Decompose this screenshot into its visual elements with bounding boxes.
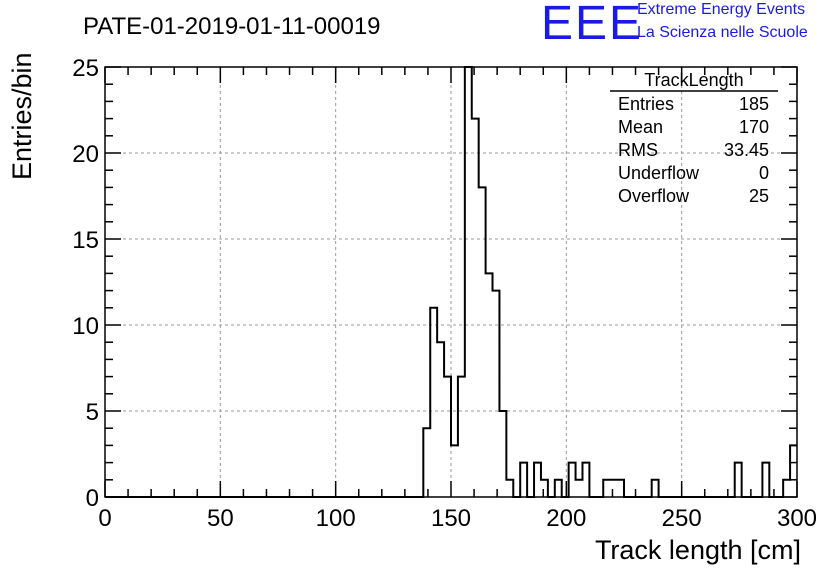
y-tick-label: 5 (86, 399, 99, 426)
y-tick-label: 15 (72, 227, 99, 254)
histogram-bin (520, 463, 527, 497)
histogram-bin (576, 480, 583, 497)
histogram-bin (493, 291, 500, 497)
histogram-bin (762, 463, 769, 497)
histogram-bin (790, 445, 797, 497)
stats-label: Underflow (618, 163, 700, 183)
chart-title: PATE-01-2019-01-11-00019 (83, 13, 381, 40)
stats-label: Overflow (618, 186, 690, 206)
x-tick-label: 50 (207, 505, 234, 532)
stats-value: 0 (759, 163, 769, 183)
axis-ticks (104, 66, 798, 498)
histogram-bin (541, 480, 548, 497)
stats-value: 170 (739, 117, 769, 137)
histogram-bin (451, 445, 458, 497)
y-tick-label: 10 (72, 313, 99, 340)
x-tick-label: 0 (98, 505, 111, 532)
histogram-bin (499, 411, 506, 497)
histogram-bin (506, 480, 513, 497)
histogram-bin (458, 377, 465, 497)
histogram-bin (472, 119, 479, 497)
grid (105, 67, 797, 497)
histogram-bin (534, 463, 541, 497)
stats-rows: Entries 185 Mean 170 RMS 33.45 Underflow 0 Overf… (618, 94, 769, 206)
x-tick-label: 300 (777, 505, 817, 532)
histogram-bin (582, 463, 589, 497)
stats-title: TrackLength (644, 70, 743, 90)
histogram-bin (610, 480, 617, 497)
histogram-bin (783, 480, 790, 497)
histogram-bin (479, 187, 486, 497)
stats-box: TrackLength Entries 185 Mean 170 RMS 33.45 Und… (610, 70, 778, 206)
histogram-bin (430, 308, 437, 497)
x-tick-label: 150 (431, 505, 471, 532)
histogram-bin (444, 377, 451, 497)
histogram-bin (437, 342, 444, 497)
y-tick-label: 25 (72, 55, 99, 82)
y-tick-label: 20 (72, 141, 99, 168)
histogram-bin (555, 480, 562, 497)
histogram-bin (465, 67, 472, 497)
histogram-bin (652, 480, 659, 497)
histogram-bin (486, 273, 493, 497)
histogram-bin (569, 463, 576, 497)
histogram-bin (423, 428, 430, 497)
logo-line-1: Extreme Energy Events (637, 1, 806, 18)
histogram-bin (735, 463, 742, 497)
histogram-bin (603, 480, 610, 497)
x-tick-label: 250 (662, 505, 702, 532)
y-tick-label: 0 (86, 485, 99, 512)
histogram-series (105, 66, 797, 498)
x-tick-label: 100 (316, 505, 356, 532)
histogram-bin (617, 480, 624, 497)
x-axis-label: Track length [cm] (595, 535, 801, 565)
y-axis-label: Entries/bin (7, 52, 37, 180)
stats-label: RMS (618, 140, 658, 160)
x-tick-label: 200 (546, 505, 586, 532)
stats-label: Mean (618, 117, 663, 137)
stats-value: 33.45 (724, 140, 769, 160)
stats-value: 185 (739, 94, 769, 114)
stats-label: Entries (618, 94, 674, 114)
eee-logo: EEE (541, 0, 644, 50)
logo-line-2: La Scienza nelle Scuole (637, 24, 808, 41)
stats-value: 25 (749, 186, 769, 206)
